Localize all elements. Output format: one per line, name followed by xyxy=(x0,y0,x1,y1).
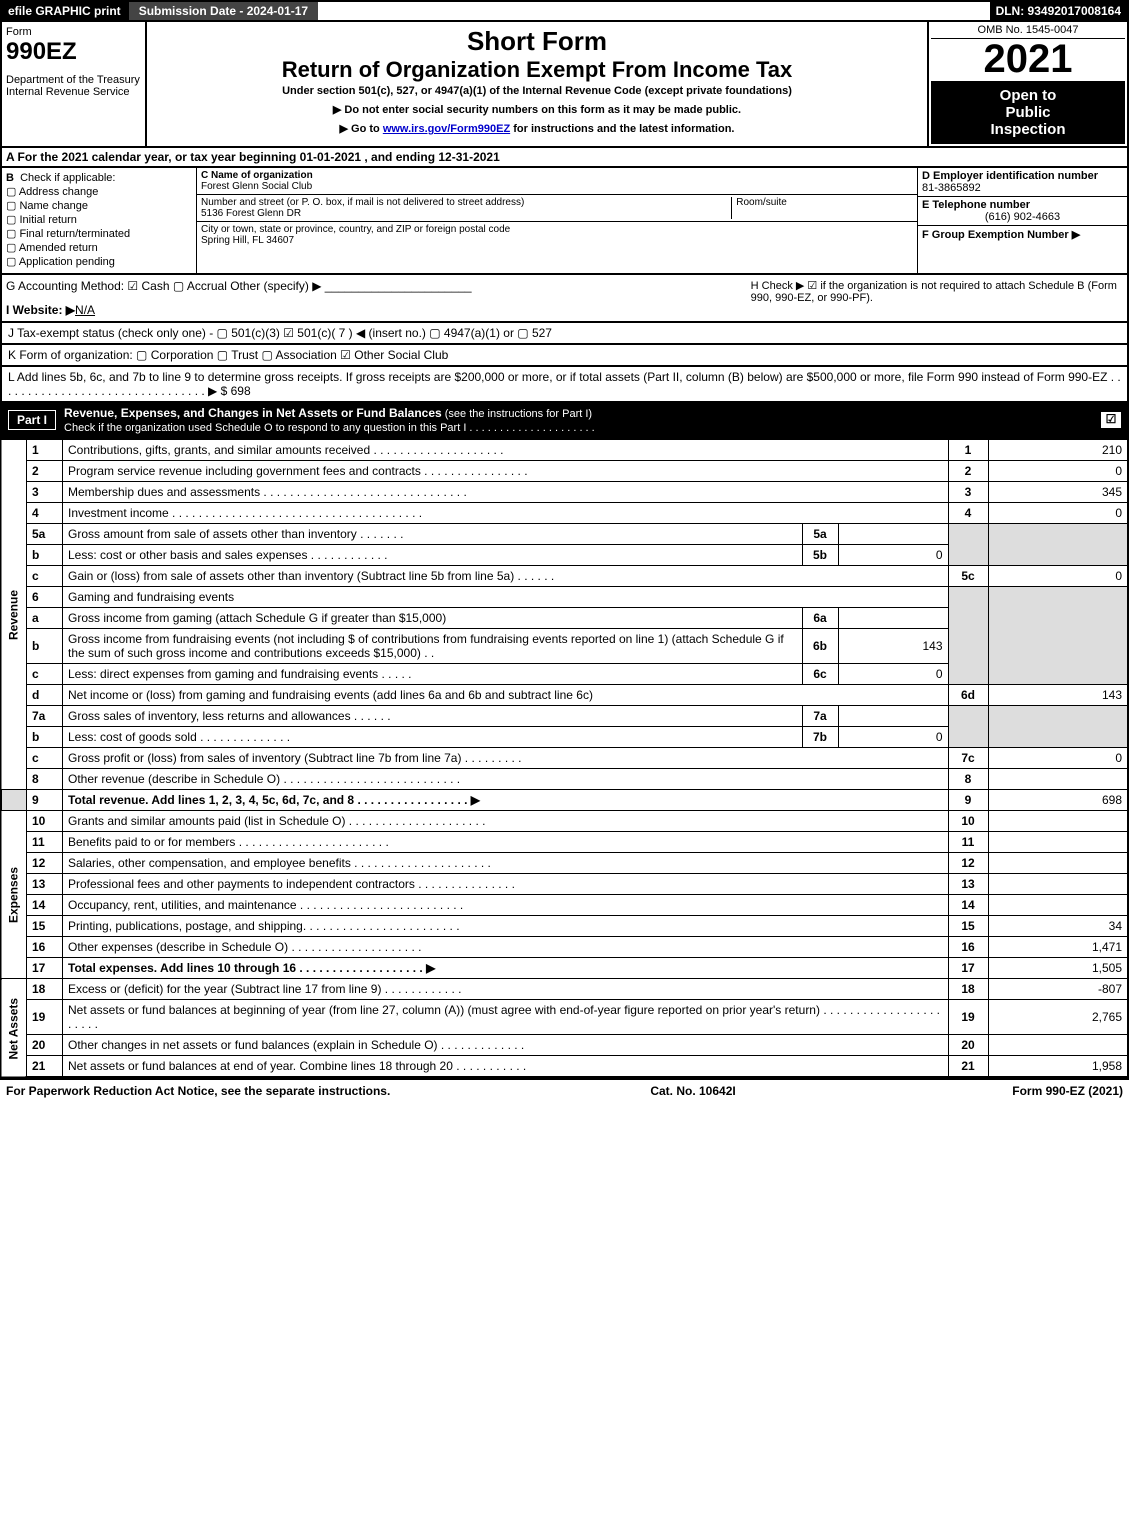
section-d-e-f: D Employer identification number 81-3865… xyxy=(917,168,1127,273)
page-footer: For Paperwork Reduction Act Notice, see … xyxy=(0,1078,1129,1102)
part-i-table: Revenue 1 Contributions, gifts, grants, … xyxy=(0,439,1129,1078)
line-11-amount xyxy=(988,832,1128,853)
form-label: Form xyxy=(6,26,141,38)
website-value: N/A xyxy=(75,303,95,317)
section-b-c-d: B Check if applicable: ▢ Address change … xyxy=(0,168,1129,275)
irs-label: Internal Revenue Service xyxy=(6,86,141,98)
chk-final-return: ▢ Final return/terminated xyxy=(6,227,192,240)
line-6a-box xyxy=(838,608,948,629)
city-block: City or town, state or province, country… xyxy=(197,222,917,248)
line-7b-box: 0 xyxy=(838,727,948,748)
netassets-side-label: Net Assets xyxy=(1,979,27,1078)
line-15-amount: 34 xyxy=(988,916,1128,937)
title-short-form: Short Form xyxy=(151,26,923,57)
goto-line: ▶ Go to www.irs.gov/Form990EZ for instru… xyxy=(151,122,923,135)
city-state-zip: Spring Hill, FL 34607 xyxy=(201,235,294,246)
chk-name-change: ▢ Name change xyxy=(6,199,192,212)
row-a-calendar-year: A For the 2021 calendar year, or tax yea… xyxy=(0,148,1129,168)
line-10-amount xyxy=(988,811,1128,832)
efile-label: efile GRAPHIC print xyxy=(2,2,127,20)
line-2-amount: 0 xyxy=(988,461,1128,482)
title-return: Return of Organization Exempt From Incom… xyxy=(151,57,923,83)
line-8-amount xyxy=(988,769,1128,790)
row-l-gross-receipts: L Add lines 5b, 6c, and 7b to line 9 to … xyxy=(0,367,1129,403)
line-6b-box: 143 xyxy=(838,629,948,664)
accounting-method: G Accounting Method: ☑ Cash ▢ Accrual Ot… xyxy=(6,279,751,293)
line-14-amount xyxy=(988,895,1128,916)
footer-form-ref: Form 990-EZ (2021) xyxy=(1012,1084,1123,1098)
telephone-block: E Telephone number (616) 902-4663 xyxy=(918,197,1127,226)
top-bar: efile GRAPHIC print Submission Date - 20… xyxy=(0,0,1129,22)
header-left: Form 990EZ Department of the Treasury In… xyxy=(2,22,147,146)
row-g-h: G Accounting Method: ☑ Cash ▢ Accrual Ot… xyxy=(0,275,1129,323)
expenses-side-label: Expenses xyxy=(1,811,27,979)
part-i-label: Part I xyxy=(8,410,56,430)
open-public-box: Open to Public Inspection xyxy=(931,81,1125,144)
header-center: Short Form Return of Organization Exempt… xyxy=(147,22,927,146)
row-k-org-form: K Form of organization: ▢ Corporation ▢ … xyxy=(0,345,1129,367)
org-name-block: C Name of organization Forest Glenn Soci… xyxy=(197,168,917,195)
room-suite: Room/suite xyxy=(731,197,913,219)
ein-block: D Employer identification number 81-3865… xyxy=(918,168,1127,197)
line-12-amount xyxy=(988,853,1128,874)
line-4-amount: 0 xyxy=(988,503,1128,524)
footer-left: For Paperwork Reduction Act Notice, see … xyxy=(6,1084,390,1098)
part-i-schedule-o-check: ☑ xyxy=(1101,412,1121,428)
line-9-amount: 698 xyxy=(988,790,1128,811)
line-6c-box: 0 xyxy=(838,664,948,685)
line-18-amount: -807 xyxy=(988,979,1128,1000)
line-19-amount: 2,765 xyxy=(988,1000,1128,1035)
line-7c-amount: 0 xyxy=(988,748,1128,769)
dln-label: DLN: 93492017008164 xyxy=(990,2,1127,20)
line-3-amount: 345 xyxy=(988,482,1128,503)
line-17-amount: 1,505 xyxy=(988,958,1128,979)
line-6d-amount: 143 xyxy=(988,685,1128,706)
schedule-b-check: H Check ▶ ☑ if the organization is not r… xyxy=(751,279,1123,317)
line-13-amount xyxy=(988,874,1128,895)
subtitle: Under section 501(c), 527, or 4947(a)(1)… xyxy=(151,85,923,97)
line-16-amount: 1,471 xyxy=(988,937,1128,958)
line-5c-amount: 0 xyxy=(988,566,1128,587)
section-b: B Check if applicable: ▢ Address change … xyxy=(2,168,197,273)
header-right: OMB No. 1545-0047 2021 Open to Public In… xyxy=(927,22,1127,146)
irs-link[interactable]: www.irs.gov/Form990EZ xyxy=(383,123,510,135)
tax-year: 2021 xyxy=(931,39,1125,79)
website-row: I Website: ▶N/A xyxy=(6,303,751,317)
revenue-side-label: Revenue xyxy=(1,440,27,790)
line-21-amount: 1,958 xyxy=(988,1056,1128,1078)
gross-receipts-amount: 698 xyxy=(231,384,251,398)
org-name: Forest Glenn Social Club xyxy=(201,181,312,192)
submission-date: Submission Date - 2024-01-17 xyxy=(127,2,318,20)
line-5a-box xyxy=(838,524,948,545)
chk-amended-return: ▢ Amended return xyxy=(6,241,192,254)
chk-application-pending: ▢ Application pending xyxy=(6,255,192,268)
group-exemption: F Group Exemption Number ▶ xyxy=(918,226,1127,243)
ssn-warning: ▶ Do not enter social security numbers o… xyxy=(151,103,923,116)
part-i-header: Part I Revenue, Expenses, and Changes in… xyxy=(0,403,1129,439)
line-5b-box: 0 xyxy=(838,545,948,566)
row-j-tax-status: J Tax-exempt status (check only one) - ▢… xyxy=(0,323,1129,345)
line-7a-box xyxy=(838,706,948,727)
chk-address-change: ▢ Address change xyxy=(6,185,192,198)
form-header: Form 990EZ Department of the Treasury In… xyxy=(0,22,1129,148)
section-c: C Name of organization Forest Glenn Soci… xyxy=(197,168,917,273)
chk-initial-return: ▢ Initial return xyxy=(6,213,192,226)
address-block: Number and street (or P. O. box, if mail… xyxy=(197,195,917,222)
telephone-value: (616) 902-4663 xyxy=(922,211,1123,223)
footer-cat-no: Cat. No. 10642I xyxy=(650,1084,735,1098)
dept-treasury: Department of the Treasury xyxy=(6,74,141,86)
form-number: 990EZ xyxy=(6,38,141,66)
ein-value: 81-3865892 xyxy=(922,182,981,194)
street-address: 5136 Forest Glenn DR xyxy=(201,208,301,219)
line-20-amount xyxy=(988,1035,1128,1056)
line-1-amount: 210 xyxy=(988,440,1128,461)
